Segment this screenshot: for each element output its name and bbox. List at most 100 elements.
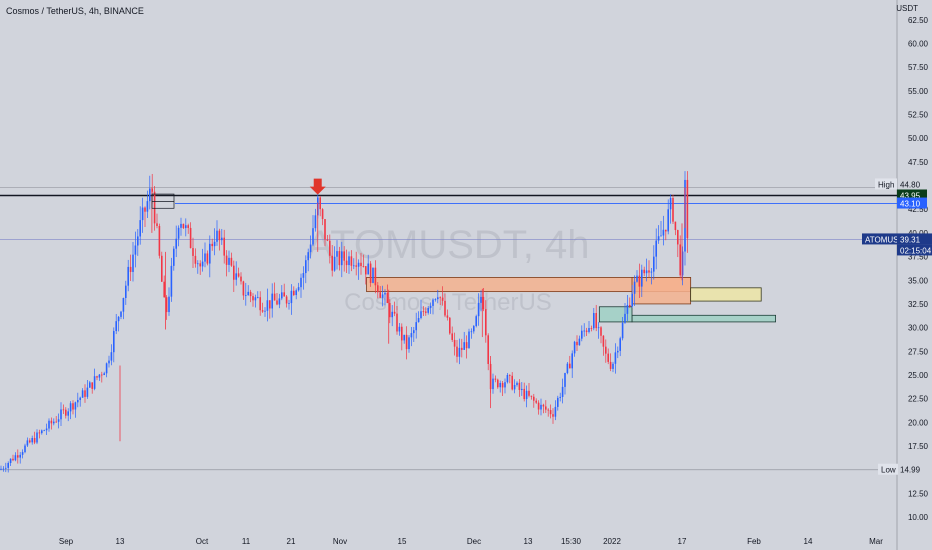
candle-body bbox=[365, 266, 367, 275]
candle-body bbox=[269, 300, 271, 309]
candle-body bbox=[117, 316, 120, 322]
price-axis[interactable] bbox=[897, 0, 932, 550]
candle-body bbox=[194, 255, 197, 264]
x-tick-label: 15 bbox=[398, 537, 407, 546]
x-tick-label: Feb bbox=[747, 537, 761, 546]
y-tick-label: 62.50 bbox=[908, 16, 929, 25]
zone-teal[interactable] bbox=[631, 314, 777, 323]
candle-body bbox=[425, 311, 427, 313]
resistance-value-label: 43.10 bbox=[900, 200, 921, 209]
y-tick-label: 32.50 bbox=[908, 300, 929, 309]
candle-body bbox=[84, 390, 86, 397]
candle-body bbox=[36, 432, 38, 443]
y-tick-label: 27.50 bbox=[908, 347, 929, 356]
candle-body bbox=[561, 386, 564, 397]
high-value-label: 44.80 bbox=[900, 180, 921, 189]
candle-body bbox=[401, 326, 403, 341]
candle-body bbox=[389, 303, 391, 318]
x-tick-label: Oct bbox=[196, 537, 209, 546]
candle-body bbox=[41, 430, 43, 434]
symbol-title[interactable]: Cosmos / TetherUS, 4h, BINANCE bbox=[6, 6, 144, 16]
candle-body bbox=[141, 207, 144, 221]
candle-body bbox=[581, 330, 583, 339]
candle-body bbox=[132, 254, 134, 272]
candle-body bbox=[441, 297, 444, 301]
last-price-label: 39.31 bbox=[900, 235, 921, 244]
watermark-name: Cosmos / TetherUS bbox=[344, 289, 552, 316]
candle-body bbox=[518, 382, 521, 390]
candle-body bbox=[674, 221, 677, 231]
candle-body bbox=[19, 454, 21, 458]
candle-body bbox=[271, 293, 273, 309]
zone-orange-small[interactable] bbox=[631, 277, 692, 305]
candle-body bbox=[602, 335, 605, 347]
candle-body bbox=[511, 375, 513, 390]
zone-teal-small[interactable] bbox=[598, 306, 633, 323]
candle-body bbox=[677, 230, 679, 245]
x-tick-label: 17 bbox=[678, 537, 687, 546]
high-label-bg bbox=[875, 178, 897, 190]
candle-body bbox=[158, 226, 161, 256]
candle-body bbox=[578, 338, 581, 346]
candle-body bbox=[427, 307, 429, 313]
candle-body bbox=[653, 256, 655, 272]
candle-body bbox=[2, 468, 5, 470]
candle-body bbox=[444, 300, 446, 316]
candle-body bbox=[197, 263, 199, 265]
countdown-label: 02:15:04 bbox=[900, 246, 932, 255]
candle-body bbox=[686, 179, 689, 239]
candle-body bbox=[187, 225, 189, 228]
candle-body bbox=[333, 256, 336, 271]
zone-yellow[interactable] bbox=[690, 287, 762, 302]
x-tick-label: Nov bbox=[333, 537, 347, 546]
candle-body bbox=[168, 296, 170, 313]
candle-body bbox=[252, 296, 254, 301]
candle-body bbox=[470, 331, 473, 333]
candle-body bbox=[189, 227, 192, 249]
candle-body bbox=[590, 328, 593, 329]
y-tick-label: 25.00 bbox=[908, 371, 929, 380]
candle-body bbox=[9, 458, 12, 464]
candle-body bbox=[302, 273, 305, 278]
down-arrow-icon bbox=[309, 178, 326, 195]
y-tick-label: 42.50 bbox=[908, 205, 929, 214]
candle-body bbox=[182, 223, 185, 229]
candle-body bbox=[384, 292, 386, 295]
candle-body bbox=[221, 237, 223, 241]
y-tick-label: 57.50 bbox=[908, 63, 929, 72]
candle-body bbox=[477, 302, 480, 317]
candle-body bbox=[557, 397, 559, 407]
candle-body bbox=[595, 313, 597, 329]
candle-body bbox=[273, 293, 276, 301]
candle-body bbox=[497, 379, 499, 388]
drawn-box[interactable] bbox=[151, 193, 175, 209]
candle-body bbox=[216, 230, 218, 242]
candle-body bbox=[242, 281, 245, 296]
candle-body bbox=[566, 363, 569, 374]
candle-body bbox=[398, 326, 401, 332]
candle-body bbox=[53, 421, 55, 424]
candle-body bbox=[672, 198, 674, 222]
candle-body bbox=[655, 240, 657, 257]
candle-body bbox=[540, 404, 542, 410]
candle-body bbox=[513, 384, 516, 390]
candle-body bbox=[662, 229, 665, 236]
candle-body bbox=[343, 251, 345, 261]
x-tick-label: 15:30 bbox=[561, 537, 582, 546]
candle-body bbox=[516, 382, 518, 385]
candle-body bbox=[175, 238, 177, 249]
candle-body bbox=[624, 313, 626, 323]
candle-body bbox=[465, 342, 468, 349]
candle-body bbox=[341, 251, 343, 266]
candle-body bbox=[17, 455, 19, 458]
candle-body bbox=[528, 390, 530, 396]
x-tick-label: 13 bbox=[524, 537, 533, 546]
candle-body bbox=[492, 378, 494, 390]
candle-body bbox=[569, 363, 571, 369]
candle-body bbox=[134, 245, 137, 255]
candle-body bbox=[57, 419, 60, 422]
candle-body bbox=[679, 244, 681, 276]
candle-body bbox=[360, 262, 362, 267]
